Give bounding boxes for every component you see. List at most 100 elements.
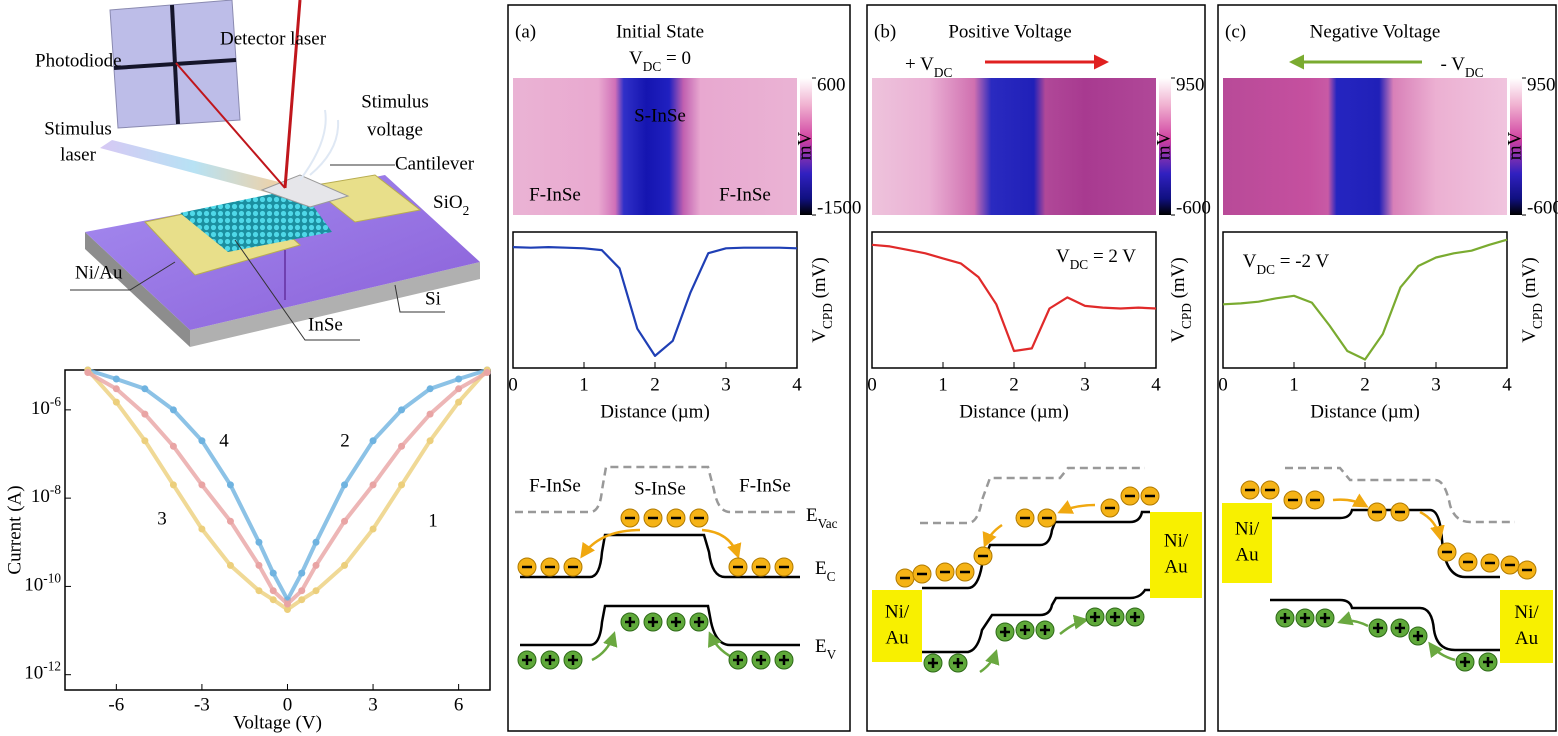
hole-sign — [1040, 625, 1050, 635]
schematic-label-part: 2 — [463, 203, 470, 218]
hole-sign — [568, 655, 578, 665]
iv-point — [255, 561, 263, 569]
iv-point — [226, 561, 234, 569]
schematic-label: laser — [60, 144, 97, 165]
plot-frame — [871, 231, 1157, 369]
iv-point — [298, 596, 306, 604]
x-tick-label: -6 — [108, 694, 124, 715]
contact — [1222, 503, 1272, 583]
hole-sign — [756, 655, 766, 665]
hole-sign — [694, 617, 704, 627]
panel-label: (c) — [1225, 21, 1246, 42]
sweep-label: 3 — [157, 508, 167, 529]
iv-point — [112, 398, 120, 406]
y-axis-label-part: (mV) — [1519, 257, 1540, 303]
colorbar-label: 950 — [1527, 74, 1556, 95]
iv-point — [341, 561, 349, 569]
panel-label: (b) — [874, 21, 896, 42]
region-label: S-InSe — [634, 105, 686, 126]
hole-sign — [671, 617, 681, 627]
x-tick-label: 0 — [1218, 374, 1228, 395]
hole-sign — [1460, 657, 1470, 667]
iv-point — [298, 569, 306, 577]
colorbar-unit: mV — [794, 131, 815, 160]
x-tick-label: 6 — [454, 694, 464, 715]
hole-sign — [733, 655, 743, 665]
panel-condition-part: + V — [905, 54, 934, 75]
band-diagrams — [515, 465, 1515, 674]
iv-point — [112, 385, 120, 393]
contact-label: Ni/ — [1514, 602, 1539, 623]
sweep-label: 1 — [428, 510, 438, 531]
colorbar — [800, 78, 812, 215]
y-tick-label: 10-12 — [24, 658, 61, 684]
hole-sign — [545, 655, 555, 665]
panel-condition: VDC = 0 — [629, 48, 691, 73]
y-tick-label: 10-6 — [31, 393, 61, 419]
energy-level-part: C — [827, 569, 836, 584]
iv-point — [283, 605, 291, 613]
panel-title: Negative Voltage — [1310, 21, 1441, 42]
x-tick-label: 0 — [283, 694, 293, 715]
iv-point — [426, 410, 434, 418]
x-axis-label: Voltage (V) — [233, 712, 322, 733]
hole-sign — [522, 655, 532, 665]
chart-annotation-part: DC — [1257, 262, 1276, 277]
iv-point — [283, 600, 291, 608]
x-tick-label: -3 — [194, 694, 210, 715]
energy-level-part: E — [806, 505, 818, 526]
x-tick-label: 1 — [579, 374, 589, 395]
colorbar-label: 600 — [817, 74, 846, 95]
iv-point — [483, 369, 491, 377]
x-tick-label: 1 — [938, 374, 948, 395]
panel-condition: - VDC — [1441, 54, 1484, 79]
y-axis-label-part: V — [809, 329, 830, 343]
contact — [1150, 512, 1202, 598]
y-axis-label-part: CPD — [1530, 303, 1545, 329]
y-tick-label-part: 10 — [24, 663, 43, 684]
iv-point — [298, 587, 306, 595]
x-axis-label: Distance (µm) — [1310, 401, 1420, 422]
cpd-map — [1223, 78, 1507, 215]
iv-point — [198, 481, 206, 489]
hole-sign — [1110, 612, 1120, 622]
iv-point — [269, 587, 277, 595]
y-axis-label-part: CPD — [820, 303, 835, 329]
band-label: F-InSe — [739, 475, 791, 496]
iv-point — [398, 442, 406, 450]
iv-point — [455, 375, 463, 383]
schematic-label: Cantilever — [395, 153, 475, 174]
schematic-label: Photodiode — [35, 50, 122, 71]
iv-point — [369, 525, 377, 533]
panel-condition-part: = 0 — [661, 48, 691, 69]
colorbar-label: -600 — [1176, 197, 1211, 218]
iv-point — [269, 569, 277, 577]
colorbar-label: -1500 — [817, 197, 861, 218]
hole-sign — [1413, 631, 1423, 641]
iv-point — [369, 481, 377, 489]
hole-sign — [648, 617, 658, 627]
sweep-label: 2 — [340, 430, 350, 451]
chart-annotation-part: DC — [1070, 257, 1089, 272]
contact — [872, 590, 922, 662]
hole-sign — [928, 658, 938, 668]
schematic-label-part: SiO — [433, 192, 463, 213]
panel-title: Positive Voltage — [948, 21, 1071, 42]
iv-point — [426, 437, 434, 445]
contact-label: Au — [1164, 556, 1188, 577]
schematic-label: voltage — [367, 119, 423, 140]
iv-point — [341, 481, 349, 489]
iv-point — [141, 437, 149, 445]
contact-label: Ni/ — [885, 601, 910, 622]
x-tick-label: 2 — [1009, 374, 1019, 395]
hole-sign — [1130, 612, 1140, 622]
chart-annotation: VDC = -2 V — [1243, 251, 1330, 276]
iv-point — [398, 406, 406, 414]
y-tick-label-part: 10 — [31, 486, 50, 507]
y-axis-label-part: CPD — [1179, 303, 1194, 329]
schematic-label: InSe — [308, 314, 343, 335]
x-tick-label: 4 — [792, 374, 802, 395]
contact-label: Ni/ — [1235, 518, 1260, 539]
colorbar-unit: mV — [1504, 131, 1525, 160]
x-tick-label: 0 — [508, 374, 518, 395]
